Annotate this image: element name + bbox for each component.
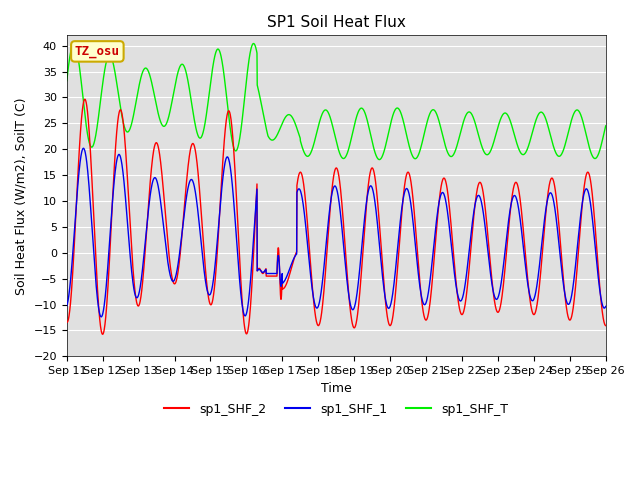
X-axis label: Time: Time	[321, 382, 351, 395]
sp1_SHF_2	[493, 309, 501, 314]
sp1_SHF_T	[555, 153, 563, 159]
sp1_SHF_T	[352, 117, 360, 122]
Line: sp1_SHF_1: sp1_SHF_1	[67, 148, 605, 317]
sp1_SHF_2	[63, 319, 70, 325]
Title: SP1 Soil Heat Flux: SP1 Soil Heat Flux	[267, 15, 406, 30]
sp1_SHF_T	[570, 111, 577, 117]
sp1_SHF_2	[352, 321, 360, 326]
Legend: sp1_SHF_2, sp1_SHF_1, sp1_SHF_T: sp1_SHF_2, sp1_SHF_1, sp1_SHF_T	[159, 398, 513, 420]
sp1_SHF_T	[602, 123, 609, 129]
sp1_SHF_2	[99, 331, 107, 337]
sp1_SHF_2	[81, 96, 88, 102]
sp1_SHF_1	[79, 145, 87, 151]
sp1_SHF_1	[97, 314, 105, 320]
sp1_SHF_1	[63, 303, 70, 309]
sp1_SHF_1	[364, 191, 372, 196]
Line: sp1_SHF_T: sp1_SHF_T	[67, 44, 605, 159]
sp1_SHF_1	[602, 303, 609, 309]
Y-axis label: Soil Heat Flux (W/m2), SoilT (C): Soil Heat Flux (W/m2), SoilT (C)	[15, 97, 28, 295]
sp1_SHF_2	[555, 217, 563, 223]
sp1_SHF_T	[63, 78, 70, 84]
sp1_SHF_T	[364, 119, 371, 124]
sp1_SHF_T	[250, 41, 257, 47]
sp1_SHF_1	[493, 296, 501, 302]
sp1_SHF_2	[214, 245, 221, 251]
sp1_SHF_2	[364, 187, 372, 192]
sp1_SHF_2	[570, 303, 577, 309]
Line: sp1_SHF_2: sp1_SHF_2	[67, 99, 605, 334]
Text: TZ_osu: TZ_osu	[75, 45, 120, 58]
sp1_SHF_2	[602, 323, 609, 328]
sp1_SHF_1	[214, 235, 221, 241]
sp1_SHF_T	[213, 47, 221, 52]
sp1_SHF_T	[376, 156, 383, 162]
sp1_SHF_1	[555, 237, 563, 242]
sp1_SHF_1	[352, 297, 360, 302]
sp1_SHF_T	[493, 127, 501, 133]
sp1_SHF_1	[570, 280, 577, 286]
